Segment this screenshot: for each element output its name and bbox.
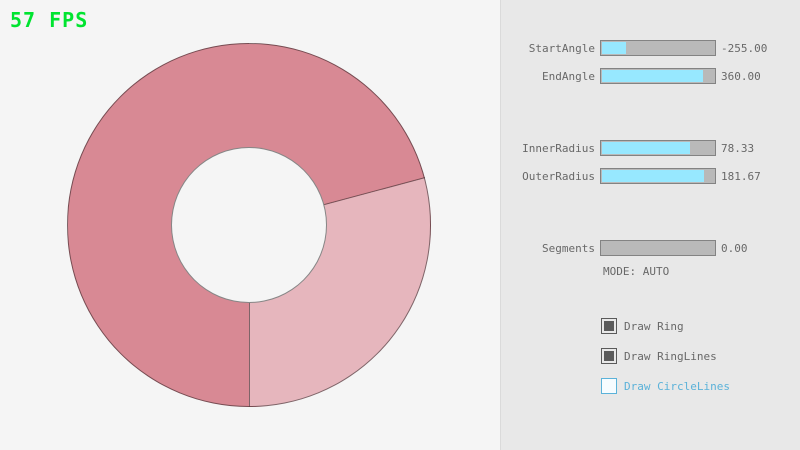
- endangle-slider[interactable]: [600, 68, 716, 84]
- ring-hole: [170, 146, 328, 304]
- slider-label: InnerRadius: [522, 141, 595, 155]
- innerradius-slider[interactable]: [600, 140, 716, 156]
- slider-value: 181.67: [721, 169, 761, 183]
- slider-fill: [602, 70, 703, 82]
- slider-fill: [602, 142, 690, 154]
- slider-row-innerradius: InnerRadius 78.33: [501, 140, 800, 156]
- checkbox-label: Draw RingLines: [624, 349, 717, 363]
- checkbox-label: Draw CircleLines: [624, 379, 730, 393]
- slider-value: 78.33: [721, 141, 755, 155]
- checkbox-label: Draw Ring: [624, 319, 684, 333]
- slider-label: StartAngle: [528, 41, 595, 55]
- slider-row-outerradius: OuterRadius 181.67: [501, 168, 800, 184]
- draw-circlelines-checkbox[interactable]: [601, 378, 617, 394]
- draw-ring-checkbox-row: Draw Ring: [601, 318, 684, 334]
- control-panel: StartAngle -255.00 EndAngle 360.00 Inner…: [500, 0, 800, 450]
- slider-row-segments: Segments 0.00: [501, 240, 800, 256]
- slider-label: Segments: [542, 241, 595, 255]
- slider-value: -255.00: [721, 41, 768, 55]
- draw-ringlines-checkbox[interactable]: [601, 348, 617, 364]
- slider-fill: [602, 42, 627, 54]
- draw-circlelines-checkbox-row: Draw CircleLines: [601, 378, 730, 394]
- draw-ring-checkbox[interactable]: [601, 318, 617, 334]
- draw-ringlines-checkbox-row: Draw RingLines: [601, 348, 717, 364]
- slider-row-endangle: EndAngle 360.00: [501, 68, 800, 84]
- slider-value: 0.00: [721, 241, 748, 255]
- fps-counter: 57 FPS: [10, 8, 89, 32]
- slider-value: 360.00: [721, 69, 761, 83]
- startangle-slider[interactable]: [600, 40, 716, 56]
- slider-label: EndAngle: [542, 69, 595, 83]
- outerradius-slider[interactable]: [600, 168, 716, 184]
- slider-label: OuterRadius: [522, 169, 595, 183]
- segments-slider[interactable]: [600, 240, 716, 256]
- slider-fill: [602, 170, 704, 182]
- slider-row-startangle: StartAngle -255.00: [501, 40, 800, 56]
- segments-mode-text: MODE: AUTO: [603, 265, 670, 278]
